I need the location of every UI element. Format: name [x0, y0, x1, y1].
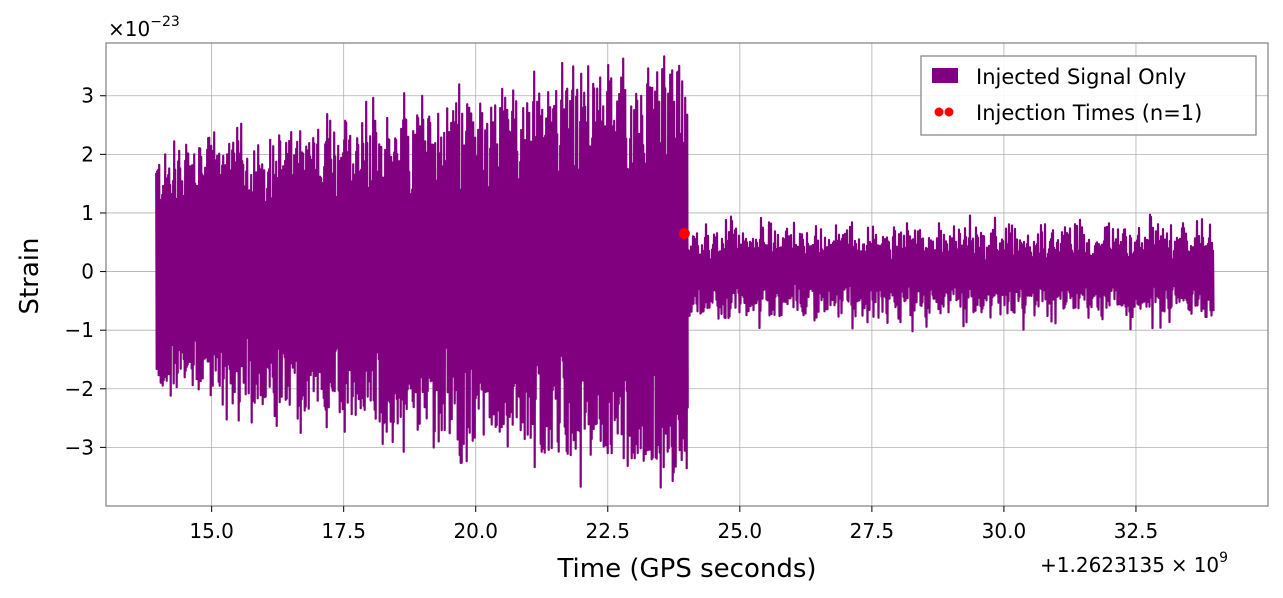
x-tick-label: 15.0 [189, 519, 234, 543]
y-tick-label: 0 [81, 260, 94, 284]
plot-frame [105, 42, 1269, 507]
x-tick-label: 20.0 [453, 519, 498, 543]
y-tick-label: 2 [81, 142, 94, 166]
y-tick-label: −3 [65, 435, 94, 459]
y-tick-label: −1 [65, 318, 94, 342]
y-tick-label: −2 [65, 377, 94, 401]
y-axis-label: Strain [15, 237, 45, 314]
x-tick-label: 30.0 [982, 519, 1027, 543]
legend-label-injection-times: Injection Times (n=1) [976, 101, 1202, 125]
legend-marker-injection-times-1 [934, 107, 944, 117]
legend-box [920, 55, 1257, 136]
x-tick-label: 22.5 [586, 519, 631, 543]
y-tick-label: 3 [81, 84, 94, 108]
x-axis-label: Time (GPS seconds) [556, 554, 816, 584]
injection-time-marker [678, 227, 690, 239]
legend-marker-injection-times-2 [944, 107, 954, 117]
y-tick-label: 1 [81, 201, 94, 225]
legend-label-injected-signal: Injected Signal Only [976, 65, 1186, 89]
x-tick-label: 17.5 [321, 519, 366, 543]
x-tick-label: 27.5 [850, 519, 895, 543]
ticks: 15.0 17.5 20.0 22.5 25.0 27.5 30.0 32.5 −3 −2 −1 0 1… [65, 84, 1159, 543]
legend: Injected Signal Only Injection Times (n=… [920, 55, 1257, 136]
legend-swatch-injected-signal [932, 68, 958, 83]
x-offset-label: +1.2623135 × 109 [1040, 550, 1228, 577]
y-scale-factor: ×10−23 [108, 14, 180, 41]
x-tick-label: 25.0 [718, 519, 763, 543]
x-tick-label: 32.5 [1114, 519, 1159, 543]
markers-layer [678, 227, 690, 239]
